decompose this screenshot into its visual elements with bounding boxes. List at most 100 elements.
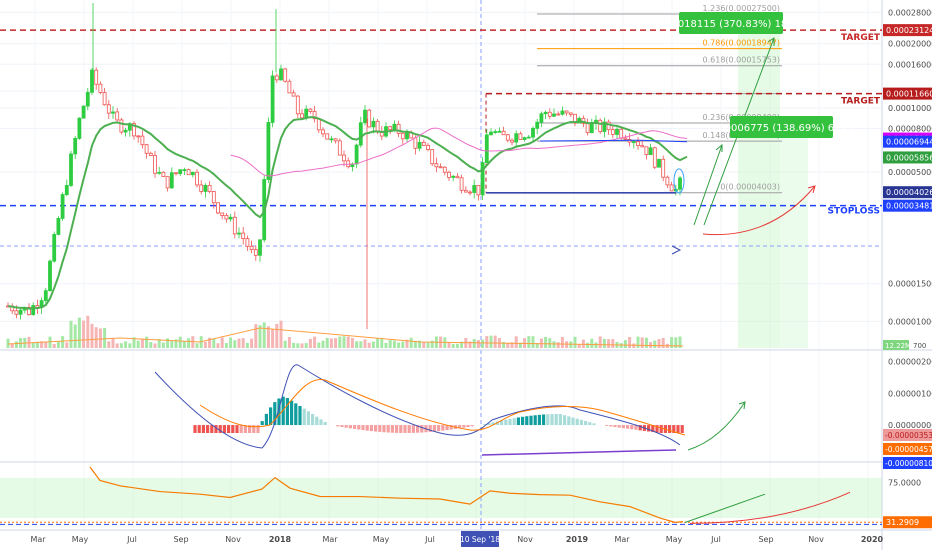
candle-body <box>367 109 372 128</box>
candle-body <box>291 92 296 97</box>
macd-histogram-bar <box>571 417 575 426</box>
ma-blue-line <box>539 139 688 143</box>
candle-body <box>329 138 334 141</box>
volume-bar <box>644 337 648 348</box>
candle-body <box>144 144 149 154</box>
price-badge-label: 0.00023124 <box>886 26 932 35</box>
macd-histogram-bar <box>281 396 285 426</box>
volume-bar <box>581 339 585 348</box>
macd-histogram-bar <box>340 425 344 428</box>
macd-histogram-bar <box>416 425 420 433</box>
volume-bar <box>623 340 627 348</box>
volume-bar <box>560 337 564 348</box>
volume-bar <box>69 320 73 348</box>
volume-bar <box>350 337 354 348</box>
volume-bar <box>535 343 539 348</box>
time-tick-label: Jul <box>126 535 137 544</box>
volume-bar <box>300 343 304 348</box>
macd-line <box>154 364 681 449</box>
volume-bar <box>241 338 245 348</box>
volume-bar <box>157 338 161 348</box>
candle-body <box>510 139 514 143</box>
candle-body <box>195 171 199 186</box>
candle-body <box>631 141 636 144</box>
volume-bar <box>245 342 249 348</box>
macd-histogram-bar <box>630 425 634 430</box>
macd-histogram-bar <box>668 425 672 433</box>
macd-histogram-bar <box>277 398 281 426</box>
volume-bar <box>661 337 665 348</box>
candle-body <box>132 123 136 137</box>
macd-histogram-bar <box>609 425 613 427</box>
candle-body <box>14 310 19 315</box>
volume-bar <box>132 337 136 348</box>
macd-histogram-bar <box>567 416 571 426</box>
candle-body <box>413 137 418 149</box>
macd-histogram-bar <box>323 422 327 426</box>
macd-histogram-bar <box>537 414 541 426</box>
callout-1-text: 0.00018115 (370.83%) 18115 <box>656 19 807 30</box>
macd-badge-label: -0.00000810 <box>885 459 932 468</box>
macd-histogram-bar <box>470 425 474 427</box>
macd-histogram-bar <box>361 425 365 431</box>
volume-bar <box>367 342 371 348</box>
macd-histogram-bar <box>550 414 554 426</box>
volume-bar <box>653 340 657 348</box>
candle-body <box>266 122 271 180</box>
candle-body <box>60 194 65 219</box>
macd-histogram-bar <box>214 425 218 433</box>
rsi-line <box>89 466 684 523</box>
macd-histogram-bar <box>231 425 235 433</box>
macd-histogram-bar <box>344 425 348 428</box>
candle-body <box>560 110 565 115</box>
volume-bar <box>98 328 102 348</box>
projection-zone-2 <box>780 130 808 348</box>
candle-body <box>178 169 183 175</box>
volume-bar <box>262 322 266 348</box>
volume-bar <box>161 342 165 348</box>
volume-bar <box>502 341 506 348</box>
volume-bar <box>590 338 594 348</box>
macd-histogram-bar <box>466 425 470 428</box>
volume-bar <box>203 341 207 348</box>
time-tick-label: Nov <box>808 535 824 544</box>
volume-bar <box>258 325 262 348</box>
volume-bar <box>304 343 308 348</box>
volume-bar <box>94 327 98 348</box>
candle-body <box>388 126 393 131</box>
volume-bar <box>342 336 346 348</box>
macd-histogram-bar <box>508 418 512 426</box>
candle-body <box>535 121 540 129</box>
candle-body <box>300 113 304 119</box>
candle-body <box>556 113 561 116</box>
candle-body <box>484 134 489 163</box>
candle-body <box>451 175 456 178</box>
volume-bar <box>107 341 111 348</box>
volume-bar <box>460 341 464 348</box>
price-badge <box>883 199 932 212</box>
volume-bar <box>136 340 140 348</box>
time-tick-label: Nov <box>517 535 533 544</box>
macd-badge <box>883 429 932 441</box>
macd-histogram-bar <box>336 425 340 427</box>
time-tick-label: Mar <box>614 535 630 544</box>
macd-histogram-bar <box>248 425 252 433</box>
candle-body <box>518 133 523 140</box>
candle-body <box>161 171 166 178</box>
macd-histogram-bar <box>315 416 319 426</box>
macd-histogram-bar <box>432 425 436 432</box>
candle-body <box>304 108 309 119</box>
macd-histogram-bar <box>579 419 583 426</box>
macd-histogram-bar <box>546 414 550 426</box>
volume-bar <box>229 337 233 348</box>
macd-histogram-bar <box>378 425 382 432</box>
volume-bar <box>489 335 493 348</box>
volume-bar <box>397 342 401 348</box>
price-tick-label: 0.00016000 <box>888 60 932 69</box>
candle-body <box>615 128 619 135</box>
candle-body <box>232 216 237 235</box>
volume-bar <box>485 336 489 348</box>
candle-body <box>661 158 666 178</box>
